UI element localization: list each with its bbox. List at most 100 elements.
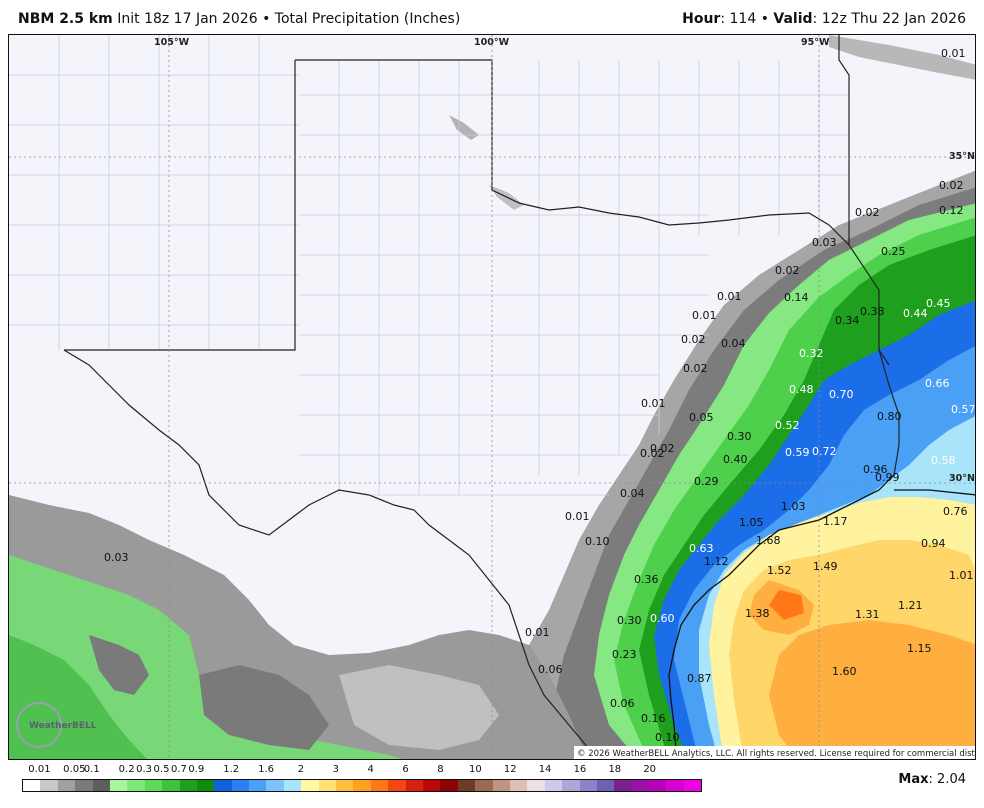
legend-swatch	[336, 780, 354, 791]
legend-label: 12	[503, 764, 517, 775]
legend-swatch	[196, 780, 215, 791]
legend-swatch	[144, 780, 163, 791]
precip-value-label: 1.17	[823, 515, 848, 528]
precip-value-label: 1.49	[813, 560, 838, 573]
precip-value-label: 0.01	[525, 626, 550, 639]
legend-swatch	[614, 780, 632, 791]
precip-value-label: 0.04	[620, 487, 645, 500]
legend-label: 0.2	[118, 764, 135, 775]
forecast-time: Hour: 114 • Valid: 12z Thu 22 Jan 2026	[682, 11, 966, 27]
copyright-box	[574, 746, 975, 759]
valid-label: Valid	[773, 11, 813, 27]
legend-swatch	[92, 780, 110, 791]
legend-label: 0.3	[136, 764, 152, 775]
map-header: NBM 2.5 km Init 18z 17 Jan 2026 • Total …	[0, 0, 984, 34]
precipitation-map[interactable]: 105°W 100°W 95°W 35°N 30°N 0.01 0.02 0.12 0…	[8, 34, 976, 760]
legend-label: 8	[437, 764, 444, 775]
legend-swatch	[353, 780, 371, 791]
precip-value-label: 0.29	[694, 475, 719, 488]
lat-label-35: 35°N	[949, 151, 975, 162]
legend-label: 1.2	[223, 764, 240, 775]
precip-value-label: 0.03	[104, 551, 129, 564]
gulf-coastline	[668, 474, 975, 759]
legend-swatch	[266, 780, 284, 791]
precip-value-label: 1.60	[832, 665, 857, 678]
legend-label: 6	[402, 764, 409, 775]
legend-swatch	[318, 780, 337, 791]
map-title: NBM 2.5 km Init 18z 17 Jan 2026 • Total …	[18, 11, 460, 27]
lon-label-105: 105°W	[154, 37, 190, 48]
hour-label: Hour	[682, 11, 721, 27]
precip-value-label: 0.10	[655, 731, 680, 744]
legend-label: 0.05	[63, 764, 86, 775]
precip-value-label: 0.70	[829, 388, 854, 401]
max-label: Max	[898, 772, 929, 787]
lon-label-100: 100°W	[474, 37, 510, 48]
precip-value-label: 0.72	[812, 445, 837, 458]
legend-label: 16	[573, 764, 587, 775]
precip-value-label: 0.59	[785, 446, 810, 459]
max-number: : 2.04	[928, 772, 966, 787]
precip-value-label: 1.05	[739, 516, 764, 529]
precip-value-label: 0.12	[939, 204, 964, 217]
precip-value-labels: 0.01 0.02 0.12 0.02 0.03 0.25 0.02 0.01 0.14 0.01…	[104, 47, 976, 744]
legend-label: 1.6	[258, 764, 275, 775]
hour-value: : 114	[720, 11, 757, 27]
legend-swatch	[492, 780, 510, 791]
copyright-text: © 2026 WeatherBELL Analytics, LLC. All r…	[577, 749, 976, 759]
legend-label: 2	[297, 764, 305, 775]
product-name: Total Precipitation (Inches)	[274, 11, 461, 27]
precip-value-label: 1.12	[704, 555, 729, 568]
legend-swatch	[249, 780, 267, 791]
legend-swatch	[405, 780, 423, 791]
precip-field	[9, 35, 975, 759]
precip-value-label: 0.40	[723, 453, 748, 466]
legend-swatch	[127, 780, 145, 791]
precip-value-label: 0.76	[943, 505, 968, 518]
legend-label: 0.1	[83, 764, 100, 775]
valid-value: : 12z Thu 22 Jan 2026	[812, 11, 966, 27]
precip-value-label: 0.02	[683, 362, 708, 375]
precip-value-label: 0.32	[799, 347, 824, 360]
precip-value-label: 0.01	[641, 397, 666, 410]
legend-swatch	[683, 780, 702, 791]
legend-label: 0.01	[28, 764, 51, 775]
legend-swatch	[40, 780, 58, 791]
legend-swatch	[214, 780, 232, 791]
legend-swatch	[179, 780, 197, 791]
precip-value-label: 1.21	[898, 599, 923, 612]
legend-label: 0.9	[188, 764, 205, 775]
precip-value-label: 0.01	[692, 309, 717, 322]
precip-value-label: 0.10	[585, 535, 610, 548]
precip-value-label: 0.03	[812, 236, 837, 249]
precip-value-label: 0.16	[641, 712, 666, 725]
precip-value-label: 0.57	[951, 403, 976, 416]
legend-swatch	[509, 780, 528, 791]
legend-swatch	[475, 780, 493, 791]
legend-label: 0.5	[153, 764, 170, 775]
legend-swatch	[370, 780, 389, 791]
legend-swatch	[388, 780, 406, 791]
precip-value-label: 0.23	[612, 648, 637, 661]
model-name: NBM 2.5 km	[18, 11, 113, 27]
precip-value-label: 0.99	[875, 471, 900, 484]
precip-value-label: 0.01	[717, 290, 742, 303]
precip-value-label: 1.52	[767, 564, 792, 577]
precip-value-label: 0.14	[784, 291, 809, 304]
legend-swatch	[579, 780, 597, 791]
legend-label: 4	[367, 764, 374, 775]
lat-lon-lines	[9, 35, 975, 759]
legend-swatch	[75, 780, 93, 791]
precip-value-label: 0.30	[617, 614, 642, 627]
precip-value-label: 0.06	[538, 663, 563, 676]
precip-value-label: 0.38	[860, 305, 885, 318]
legend-label: 3	[332, 764, 340, 775]
init-time: Init 18z 17 Jan 2026	[117, 11, 258, 27]
legend-swatch	[422, 780, 441, 791]
precip-value-label: 0.94	[921, 537, 946, 550]
legend-label: 18	[608, 764, 622, 775]
precip-value-label: 0.66	[925, 377, 950, 390]
precip-value-label: 0.34	[835, 314, 860, 327]
precip-value-label: 0.02	[640, 447, 665, 460]
precip-value-label: 0.52	[775, 419, 800, 432]
